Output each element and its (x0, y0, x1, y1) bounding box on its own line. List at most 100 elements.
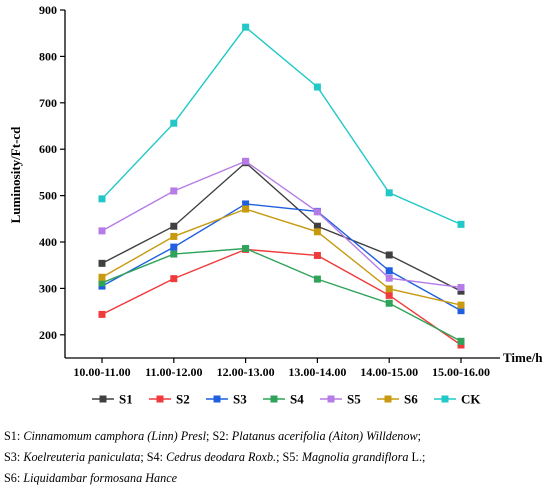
x-tick-label: 13.00-14.00 (288, 365, 346, 379)
data-point (313, 251, 321, 259)
legend-label: S3 (233, 392, 247, 407)
y-tick-label: 800 (39, 49, 57, 63)
series-line (101, 248, 462, 346)
series-line (101, 208, 462, 306)
data-point (242, 205, 250, 213)
series-s5 (98, 157, 465, 291)
chart-legend: S1 S2 S3 S4 S5 S6 CK (92, 392, 481, 407)
caption-species: Cinnamomum camphora (Linn) Presl (23, 429, 207, 443)
data-point (385, 251, 393, 259)
caption-code: S6: (4, 471, 24, 485)
data-point (242, 200, 250, 208)
x-tick-label: 11.00-12.00 (145, 365, 202, 379)
caption-line: S6: Liquidambar formosana Hance (4, 468, 548, 489)
legend-item-s6: S6 (377, 392, 418, 407)
caption-code: S3: (4, 450, 24, 464)
data-point (170, 275, 178, 283)
legend-item-s2: S2 (149, 392, 190, 407)
data-point (385, 274, 393, 282)
caption-species: Platanus acerifolia (Aiton) Willdenow (231, 429, 418, 443)
data-point (170, 250, 178, 258)
x-axis-ticks: 10.00-11.00 11.00-12.00 12.00-13.00 13.00-1… (73, 358, 490, 379)
caption-separator: ; (140, 450, 147, 464)
legend-item-s3: S3 (206, 392, 247, 407)
data-point (457, 337, 465, 345)
legend-marker (213, 395, 221, 403)
series-s1 (98, 159, 465, 295)
data-point (457, 301, 465, 309)
data-point (242, 157, 250, 165)
data-point (457, 287, 465, 295)
legend-marker (156, 395, 164, 403)
x-tick-label: 10.00-11.00 (73, 365, 130, 379)
line-chart: 200 300 400 500 600 700 800 900 10.00-11.00 11.0… (8, 3, 543, 407)
legend-marker (441, 395, 449, 403)
data-point (385, 291, 393, 299)
y-tick-label: 400 (39, 235, 57, 249)
data-point (385, 267, 393, 275)
data-point (457, 341, 465, 349)
data-point (313, 228, 321, 236)
caption-code: S2: (212, 429, 232, 443)
caption-species: Liquidambar formosana Hance (23, 471, 178, 485)
caption-line: S3: Koelreuteria paniculata; S4: Cedrus … (4, 447, 548, 468)
data-point (313, 275, 321, 283)
data-point (98, 310, 106, 318)
caption-code: S5: (282, 450, 302, 464)
figure-caption: S1: Cinnamomum camphora (Linn) Presl; S2… (4, 426, 548, 489)
data-point (457, 220, 465, 228)
series-line (101, 203, 462, 312)
legend-label: S1 (119, 392, 133, 407)
x-tick-label: 14.00-15.00 (360, 365, 418, 379)
series-s6 (98, 205, 465, 309)
legend-label: S4 (290, 392, 304, 407)
x-tick-label: 15.00-16.00 (432, 365, 490, 379)
legend-item-s1: S1 (92, 392, 133, 407)
data-point (457, 283, 465, 291)
data-point (170, 222, 178, 230)
data-point (98, 259, 106, 267)
caption-separator: ; (276, 450, 283, 464)
data-point (98, 279, 106, 287)
series-line (101, 247, 462, 342)
caption-species: Cedrus deodara Roxb. (166, 450, 277, 464)
chart-axes (64, 10, 500, 359)
data-point (313, 208, 321, 216)
data-point (170, 187, 178, 195)
y-axis-label: Luminosity/Ft-cd (8, 126, 23, 224)
caption-separator: ; (417, 429, 421, 443)
data-point (385, 189, 393, 197)
x-tick-label: 12.00-13.00 (217, 365, 275, 379)
legend-item-s5: S5 (320, 392, 361, 407)
series-s3 (98, 200, 465, 315)
series-line (101, 26, 462, 226)
data-point (242, 23, 250, 31)
caption-separator: L.; (408, 450, 426, 464)
data-point (313, 83, 321, 91)
y-tick-label: 700 (39, 96, 57, 110)
data-point (170, 243, 178, 251)
series-line (101, 161, 462, 292)
y-axis-ticks: 200 300 400 500 600 700 800 900 (39, 3, 65, 342)
data-point (242, 244, 250, 252)
data-point (170, 232, 178, 240)
data-point (170, 119, 178, 127)
data-point (313, 222, 321, 230)
y-tick-label: 300 (39, 281, 57, 295)
series-line (101, 160, 462, 289)
caption-species: Magnolia grandiflora (301, 450, 409, 464)
chart-series (98, 23, 465, 349)
caption-code: S4: (146, 450, 167, 464)
legend-marker (270, 395, 278, 403)
caption-code: S1: (4, 429, 24, 443)
legend-marker (384, 395, 392, 403)
caption-separator: ; (206, 429, 213, 443)
legend-marker (327, 395, 335, 403)
data-point (98, 273, 106, 281)
y-tick-label: 900 (39, 3, 57, 17)
legend-label: S6 (404, 392, 418, 407)
series-ck (98, 23, 465, 228)
caption-line: S1: Cinnamomum camphora (Linn) Presl; S2… (4, 426, 548, 447)
legend-label: S2 (176, 392, 190, 407)
legend-label: S5 (347, 392, 361, 407)
